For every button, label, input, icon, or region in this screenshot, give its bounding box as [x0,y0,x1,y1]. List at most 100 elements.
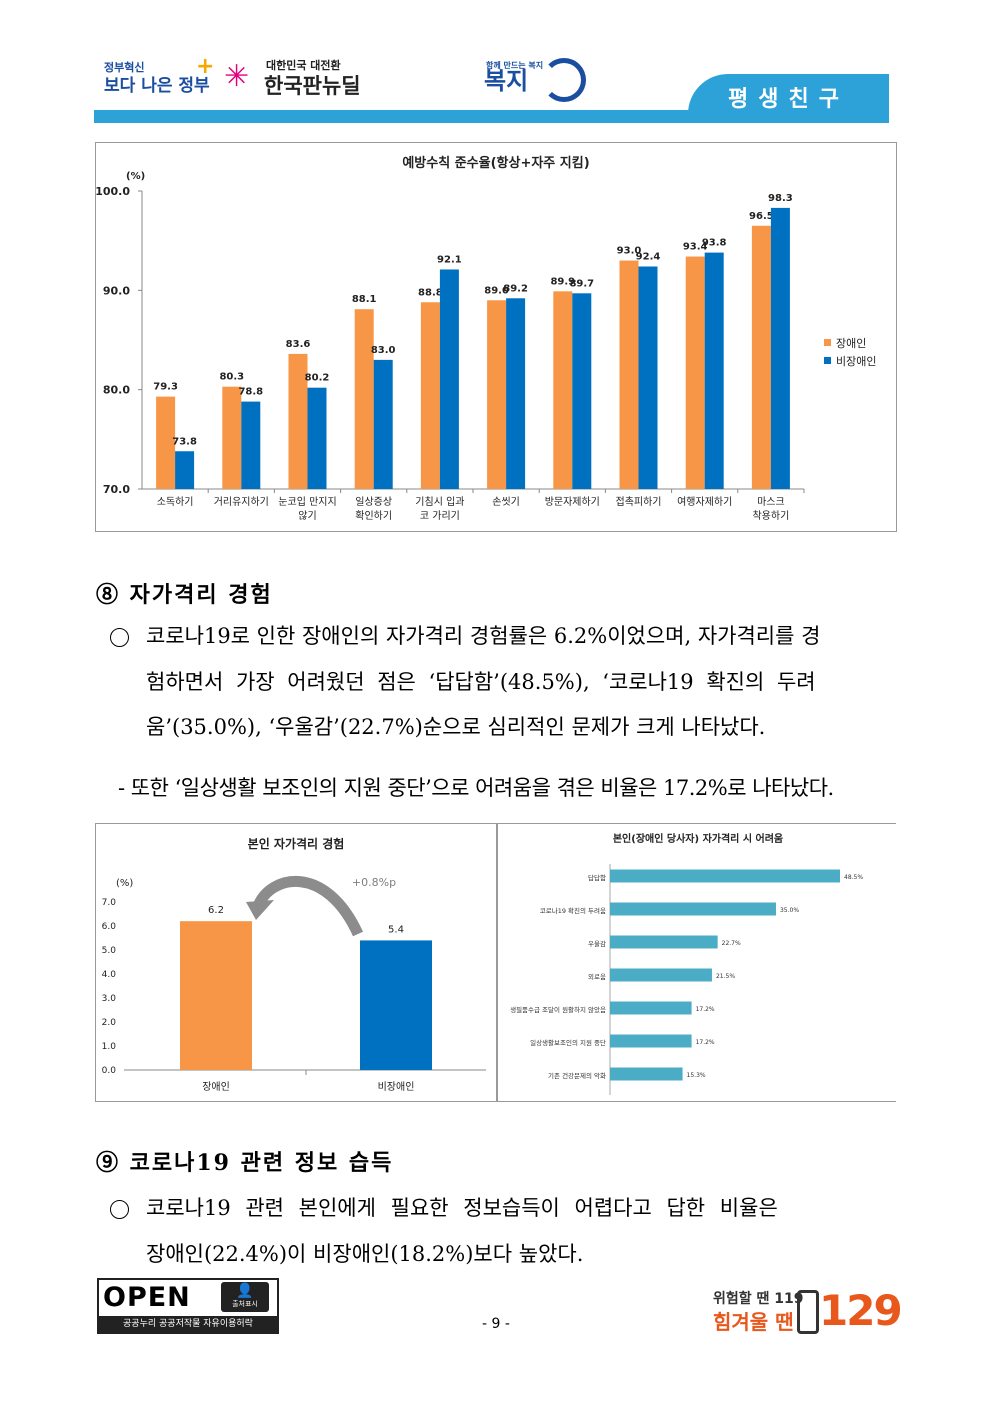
bar-difficulty [610,902,776,916]
bar-disabled [685,256,705,489]
bar-disabled [619,260,639,489]
bar-non-disabled [506,298,526,489]
y-category-label: 코로나19 확진의 두려움 [540,906,606,915]
bar-value-label: 93.8 [702,238,727,249]
bar-value-label: 89.0 [484,285,509,296]
phone-icon [797,1290,819,1334]
bar-difficulty [610,1067,683,1081]
bar-non-disabled [373,359,393,489]
bar-value-label: 15.3% [687,1072,706,1079]
header-tab: 평생친구 [688,74,889,120]
bullet-circle [110,1200,129,1219]
legend-label: 장애인 [836,337,866,350]
y-tick-label: 70.0 [103,483,130,496]
bar-value-label: 17.2% [696,1006,715,1013]
bar-non-disabled [572,293,592,489]
bar-value-label: 48.5% [844,874,863,881]
plus-icon: + [196,54,215,79]
bar-disabled [354,309,374,489]
y-category-label: 생필품수급 조달이 원활하지 않았음 [510,1005,606,1014]
bar-value-label: 79.3 [153,382,178,393]
y-axis-unit: (%) [116,878,133,889]
section9-line2: 장애인(22.4%)이 비장애인(18.2%)보다 높았다. [146,1242,584,1266]
chart-title: 본인 자가격리 경험 [248,836,345,851]
logo1-small: 정부혁신 [104,61,145,74]
y-tick-label: 2.0 [102,1018,117,1028]
logo2-small: 대한민국 대전환 [266,59,341,72]
header: 정부혁신 보다 나은 정부 + ✳ 대한민국 대전환 한국판뉴딜 함께 만드는 … [94,40,889,125]
x-category-label: 확인하기 [355,509,392,522]
bar-value-label: 73.8 [172,436,197,447]
y-category-label: 답답함 [588,873,606,882]
section9-title: ⑨ 코로나19 관련 정보 습득 [96,1150,394,1176]
chart-title: 예방수칙 준수율(항상+자주 지킴) [402,155,589,171]
bar-value-label: 88.1 [352,294,377,305]
bar-value-label: 96.5 [749,211,774,222]
legend-swatch [824,339,831,346]
bar-value-label: 89.9 [550,276,575,287]
bullet-circle [110,628,129,647]
curved-arrow-icon [252,875,364,937]
logo3-big: 복지 [484,67,529,95]
bar-value-label: 88.8 [418,287,443,298]
chart-prevention-svg: 예방수칙 준수율(항상+자주 지킴) (%) 70.0 80.0 90.0 100.0 79… [95,155,876,522]
x-category-label: 여행자제하기 [677,495,732,508]
bar-value-label: 5.4 [388,924,404,935]
chart-title: 본인(장애인 당사자) 자가격리 시 어려움 [613,832,783,845]
logo1-big: 보다 나은 정부 [104,76,210,96]
section8-sub: - 또한 ‘일상생활 보조인의 지원 중단’으로 어려움을 겪은 비율은 17.… [118,776,834,800]
bar-non-disabled [241,401,261,489]
bar-value-label: 92.4 [636,251,661,262]
open-badge-label: 출처표시 [232,1300,258,1308]
y-tick-label: 3.0 [102,994,117,1004]
bar-non-disabled [360,940,432,1070]
bar-difficulty [610,869,840,883]
x-category-label: 기침시 입과 [415,495,464,508]
bar-value-label: 21.5% [716,973,735,980]
bar-disabled [156,396,176,489]
bar-non-disabled [439,269,459,489]
section9-line1: 코로나19 관련 본인에게 필요한 정보습득이 어렵다고 답한 비율은 [146,1196,778,1220]
section8-line1: 코로나19로 인한 장애인의 자가격리 경험률은 6.2%이었으며, 자가격리를… [146,624,821,648]
x-category-label: 손씻기 [492,496,520,508]
bar-disabled [553,291,573,489]
x-category-label: 접촉피하기 [616,495,662,508]
y-tick-label: 0.0 [102,1066,117,1076]
bar-disabled [487,300,507,489]
x-category-label: 않기 [298,510,316,522]
legend-swatch [824,357,831,364]
annotation-label: +0.8%p [352,876,396,889]
y-category-label: 일상생활보조인의 지원 중단 [530,1038,606,1047]
y-tick-label: 5.0 [102,946,117,956]
bar-disabled [751,225,771,489]
section8-line3: 움’(35.0%), ‘우울감’(22.7%)순으로 심리적인 문제가 크게 나… [146,715,766,739]
chart-selfquarantine: 본인 자가격리 경험 (%) 0.0 1.0 2.0 3.0 4.0 5.0 6.0 7.0 6.2… [95,823,497,1102]
chart-selfquarantine-svg: 본인 자가격리 경험 (%) 0.0 1.0 2.0 3.0 4.0 5.0 6.0 7.0 6.2… [102,836,486,1093]
x-category-label: 일상증상 [355,496,392,508]
x-category-label: 비장애인 [378,1081,415,1093]
bar-value-label: 83.0 [371,345,396,356]
bar-disabled [222,386,242,489]
chart-prevention: 예방수칙 준수율(항상+자주 지킴) (%) 70.0 80.0 90.0 100.0 79… [95,142,897,532]
bar-non-disabled [638,266,658,489]
x-category-label: 눈코입 만지지 [278,495,336,508]
y-tick-label: 90.0 [103,284,130,297]
legend-label: 비장애인 [836,355,876,368]
hotline-number: 129 [819,1286,903,1335]
x-category-label: 마스크 [757,496,785,508]
section8-title: ⑧ 자가격리 경험 [96,582,273,608]
hotline-logo: 위험할 땐 119 힘겨울 땐 129 [705,1278,903,1335]
y-category-label: 외로움 [588,973,606,981]
bar-value-label: 93.4 [683,242,708,253]
hotline-small: 위험할 땐 119 [713,1291,804,1307]
section8-line2: 험하면서 가장 어려웠던 점은 ‘답답함’(48.5%), ‘코로나19 확진의… [146,670,816,694]
logo3-small: 함께 만드는 복지 [486,61,544,70]
newdeal-star-icon: ✳ [224,59,250,94]
bar-non-disabled [175,451,195,489]
open-license-badge: OPEN 👤 출처표시 공공누리 공공저작물 자유이용허락 [97,1278,279,1334]
y-category-label: 우울감 [588,940,606,948]
bar-value-label: 89.2 [503,283,528,294]
bar-difficulty [610,968,712,982]
welfare-swoosh-icon [542,58,586,102]
